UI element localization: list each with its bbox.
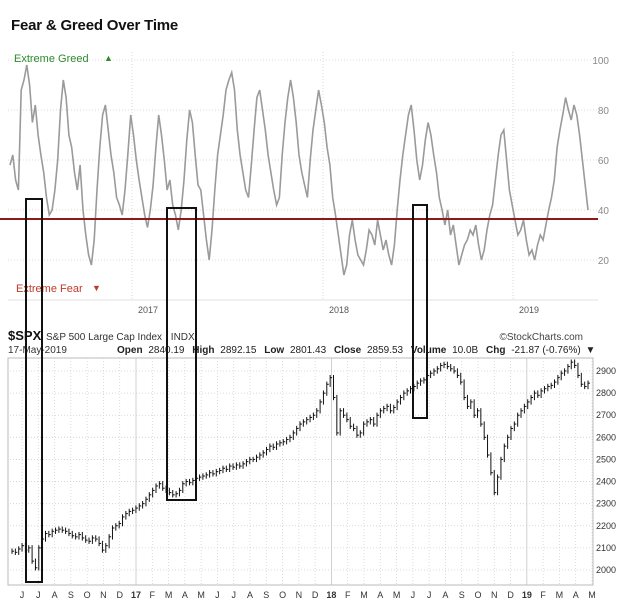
spx-price-bars	[11, 359, 590, 571]
spx-month-label: A	[52, 590, 58, 600]
spx-month-label: M	[360, 590, 368, 600]
spx-month-label: F	[540, 590, 546, 600]
fg-year-labels: 2017 2018 2019	[138, 305, 539, 315]
highlight-boxes	[25, 198, 428, 583]
spx-header: $SPX S&P 500 Large Cap Index INDX ©Stock…	[8, 328, 595, 356]
spx-y-tick-label: 2300	[596, 499, 616, 509]
spx-month-label: A	[442, 590, 448, 600]
spx-y-tick-label: 2600	[596, 432, 616, 442]
close-value: 2859.53	[367, 345, 404, 356]
fg-panel: 20 40 60 80 100 2017 2018 2019 Extreme Greed ▲…	[0, 52, 609, 315]
spx-y-tick-label: 2400	[596, 477, 616, 487]
volume-value: 10.0B	[452, 345, 478, 356]
spx-panel: 2000 2100 2200 2300 2400 2500 2600 2700 2800 2900…	[7, 357, 616, 600]
spx-y-tick-label: 2500	[596, 454, 616, 464]
spx-month-label: F	[150, 590, 156, 600]
spx-month-label: M	[588, 590, 596, 600]
high-label: High	[192, 345, 214, 356]
chg-value: -21.87 (-0.76%)	[511, 345, 580, 356]
spx-name: S&P 500 Large Cap Index INDX	[46, 332, 195, 343]
spx-month-label: N	[491, 590, 498, 600]
spx-month-label: D	[312, 590, 319, 600]
page-title: Fear & Greed Over Time	[11, 17, 179, 34]
fg-grid	[8, 52, 598, 301]
chg-label: Chg	[486, 345, 505, 356]
spx-month-label: D	[507, 590, 514, 600]
spx-month-label: A	[182, 590, 188, 600]
extreme-greed-label: Extreme Greed	[14, 53, 89, 65]
spx-month-label: O	[84, 590, 91, 600]
spx-month-label: S	[263, 590, 269, 600]
fg-y-tick-label: 80	[598, 106, 610, 117]
spx-y-tick-label: 2900	[596, 366, 616, 376]
spx-month-label: M	[197, 590, 205, 600]
spx-month-labels: J J A S O N D 17 F M A M J J A S O N D 18 F M A M J J A S O N D 19 F M A M	[20, 590, 596, 600]
fg-year-label: 2019	[519, 305, 539, 315]
fg-y-tick-label: 20	[598, 256, 610, 267]
high-value: 2892.15	[220, 345, 257, 356]
fg-year-label: 2017	[138, 305, 158, 315]
extreme-fear-label: Extreme Fear	[16, 283, 83, 295]
spx-month-label: J	[411, 590, 416, 600]
spx-y-tick-label: 2100	[596, 543, 616, 553]
spx-month-label: J	[215, 590, 220, 600]
fg-y-tick-label: 60	[598, 156, 610, 167]
highlight-box	[166, 207, 197, 501]
greed-arrow-icon: ▲	[104, 53, 113, 63]
fg-year-label: 2018	[329, 305, 349, 315]
spx-month-label: J	[36, 590, 41, 600]
low-value: 2801.43	[290, 345, 327, 356]
fg-y-tick-label: 100	[592, 56, 609, 67]
spx-month-label: D	[116, 590, 123, 600]
spx-month-label: J	[20, 590, 25, 600]
fear-greed-series-line	[9, 64, 589, 276]
volume-label: Volume	[411, 345, 447, 356]
spx-month-label: J	[427, 590, 432, 600]
spx-month-label: A	[247, 590, 253, 600]
spx-month-label: O	[474, 590, 481, 600]
spx-y-tick-label: 2700	[596, 410, 616, 420]
highlight-box	[25, 198, 43, 583]
spx-y-tick-label: 2000	[596, 565, 616, 575]
spx-month-label: A	[377, 590, 383, 600]
spx-date: 17-May-2019	[8, 345, 67, 356]
spx-y-tick-label: 2800	[596, 388, 616, 398]
spx-month-label: 17	[131, 590, 141, 600]
spx-month-label: O	[279, 590, 286, 600]
spx-exchange: INDX	[171, 332, 195, 343]
chg-down-icon: ▼	[585, 345, 595, 356]
spx-month-label: M	[393, 590, 401, 600]
spx-month-label: N	[296, 590, 303, 600]
spx-month-label: 18	[326, 590, 336, 600]
spx-month-label: N	[100, 590, 107, 600]
spx-month-label: S	[459, 590, 465, 600]
low-label: Low	[264, 345, 284, 356]
spx-frame	[7, 357, 594, 586]
spx-grid	[10, 358, 593, 585]
spx-month-label: J	[231, 590, 236, 600]
highlight-box	[412, 204, 428, 419]
open-label: Open	[117, 345, 143, 356]
fg-y-tick-label: 40	[598, 206, 610, 217]
close-label: Close	[334, 345, 362, 356]
spx-index-name: S&P 500 Large Cap Index	[46, 332, 162, 343]
spx-y-tick-label: 2200	[596, 521, 616, 531]
spx-symbol: $SPX	[8, 328, 42, 343]
spx-month-label: M	[165, 590, 173, 600]
spx-month-label: S	[68, 590, 74, 600]
spx-y-axis: 2000 2100 2200 2300 2400 2500 2600 2700 2800 2900	[596, 366, 616, 575]
spx-month-label: A	[573, 590, 579, 600]
fg-y-axis: 20 40 60 80 100	[592, 56, 609, 267]
fear-arrow-icon: ▼	[92, 283, 101, 293]
spx-ohlc-line: Open 2840.19 High 2892.15 Low 2801.43 Cl…	[117, 345, 595, 356]
spx-month-label: 19	[522, 590, 532, 600]
spx-month-label: M	[556, 590, 564, 600]
stockcharts-credit: ©StockCharts.com	[499, 332, 583, 343]
spx-month-label: F	[345, 590, 351, 600]
